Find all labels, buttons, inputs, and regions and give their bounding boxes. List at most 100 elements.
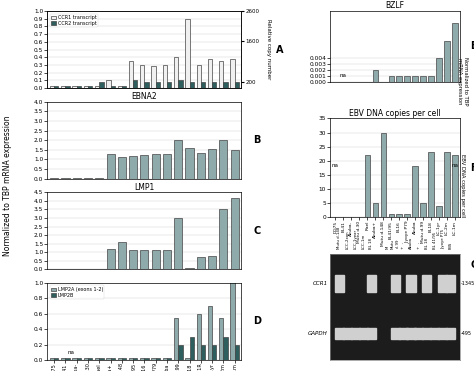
- Text: Normalized to TBP
mRNA expression: Normalized to TBP mRNA expression: [457, 58, 467, 106]
- Bar: [122, 86, 126, 88]
- Bar: [118, 86, 122, 88]
- Bar: [122, 358, 126, 360]
- Bar: [197, 152, 205, 178]
- Bar: [208, 306, 212, 360]
- Bar: [163, 65, 167, 88]
- Bar: [445, 40, 450, 82]
- Text: CCR1: CCR1: [313, 281, 328, 286]
- Text: Mutu d.148: Mutu d.148: [337, 226, 341, 249]
- Bar: [446, 328, 455, 339]
- Bar: [396, 214, 401, 217]
- Bar: [389, 76, 394, 82]
- Bar: [190, 82, 194, 88]
- Bar: [54, 358, 58, 360]
- Bar: [145, 82, 149, 88]
- Bar: [163, 154, 171, 178]
- Bar: [389, 214, 394, 217]
- Text: D: D: [253, 316, 261, 326]
- Bar: [88, 86, 92, 88]
- Text: type I: type I: [372, 279, 386, 283]
- Text: -1345: -1345: [461, 281, 474, 286]
- Bar: [65, 86, 70, 88]
- Bar: [174, 318, 178, 360]
- Text: LCC-1year: LCC-1year: [353, 229, 357, 249]
- Text: Akuba: Akuba: [409, 237, 413, 249]
- Bar: [335, 275, 344, 292]
- Text: BL 41/95: BL 41/95: [433, 232, 437, 249]
- Bar: [438, 275, 447, 292]
- Bar: [110, 86, 115, 88]
- Bar: [223, 82, 228, 88]
- Bar: [118, 242, 126, 269]
- Bar: [219, 61, 223, 88]
- Bar: [412, 167, 418, 217]
- Text: +  -: + -: [401, 242, 405, 249]
- Text: EBV DNA copies per cell: EBV DNA copies per cell: [460, 154, 465, 217]
- Bar: [61, 358, 65, 360]
- Bar: [452, 155, 457, 217]
- Bar: [163, 358, 167, 360]
- Bar: [208, 256, 216, 269]
- Bar: [156, 358, 160, 360]
- Bar: [381, 132, 386, 217]
- Bar: [351, 328, 360, 339]
- Bar: [129, 61, 133, 88]
- Text: M: M: [385, 245, 389, 249]
- Bar: [230, 59, 235, 88]
- Bar: [99, 358, 104, 360]
- Bar: [212, 345, 217, 360]
- Bar: [201, 345, 205, 360]
- Bar: [50, 86, 54, 88]
- Text: Jiyoye P75: Jiyoye P75: [441, 229, 445, 249]
- Bar: [156, 82, 160, 88]
- Bar: [174, 140, 182, 178]
- Title: EBV DNA copies per cell: EBV DNA copies per cell: [349, 109, 441, 118]
- Text: GAPDH: GAPDH: [308, 331, 328, 336]
- Bar: [235, 345, 239, 360]
- Title: LMP1: LMP1: [134, 183, 155, 192]
- Bar: [407, 275, 416, 292]
- Bar: [404, 214, 410, 217]
- Bar: [399, 328, 408, 339]
- Bar: [140, 250, 148, 269]
- Bar: [223, 337, 228, 360]
- Title: EBNA2: EBNA2: [132, 92, 157, 101]
- Bar: [438, 328, 447, 339]
- Bar: [428, 152, 434, 217]
- Bar: [174, 218, 182, 269]
- Bar: [54, 86, 58, 88]
- Bar: [430, 328, 439, 339]
- Bar: [391, 328, 400, 339]
- Bar: [88, 358, 92, 360]
- Text: BL 18: BL 18: [369, 238, 373, 249]
- Bar: [118, 157, 126, 178]
- Bar: [208, 149, 216, 178]
- Bar: [190, 337, 194, 360]
- Bar: [95, 358, 99, 360]
- Bar: [367, 275, 376, 292]
- Bar: [106, 80, 110, 88]
- Bar: [73, 86, 77, 88]
- Bar: [77, 86, 81, 88]
- Bar: [185, 267, 193, 269]
- Bar: [437, 206, 442, 217]
- Bar: [404, 76, 410, 82]
- Bar: [77, 358, 81, 360]
- Text: na: na: [332, 163, 339, 168]
- Bar: [65, 358, 70, 360]
- Text: FBS: FBS: [449, 242, 453, 249]
- Bar: [373, 70, 378, 82]
- Bar: [208, 59, 212, 88]
- Bar: [422, 328, 431, 339]
- Text: -495: -495: [461, 331, 472, 336]
- Text: G: G: [470, 260, 474, 270]
- Bar: [140, 65, 145, 88]
- Bar: [197, 257, 205, 269]
- Text: na: na: [452, 163, 458, 168]
- Bar: [167, 358, 171, 360]
- Bar: [437, 58, 442, 82]
- Bar: [107, 249, 115, 269]
- Bar: [129, 358, 133, 360]
- Bar: [185, 148, 193, 178]
- Bar: [84, 86, 88, 88]
